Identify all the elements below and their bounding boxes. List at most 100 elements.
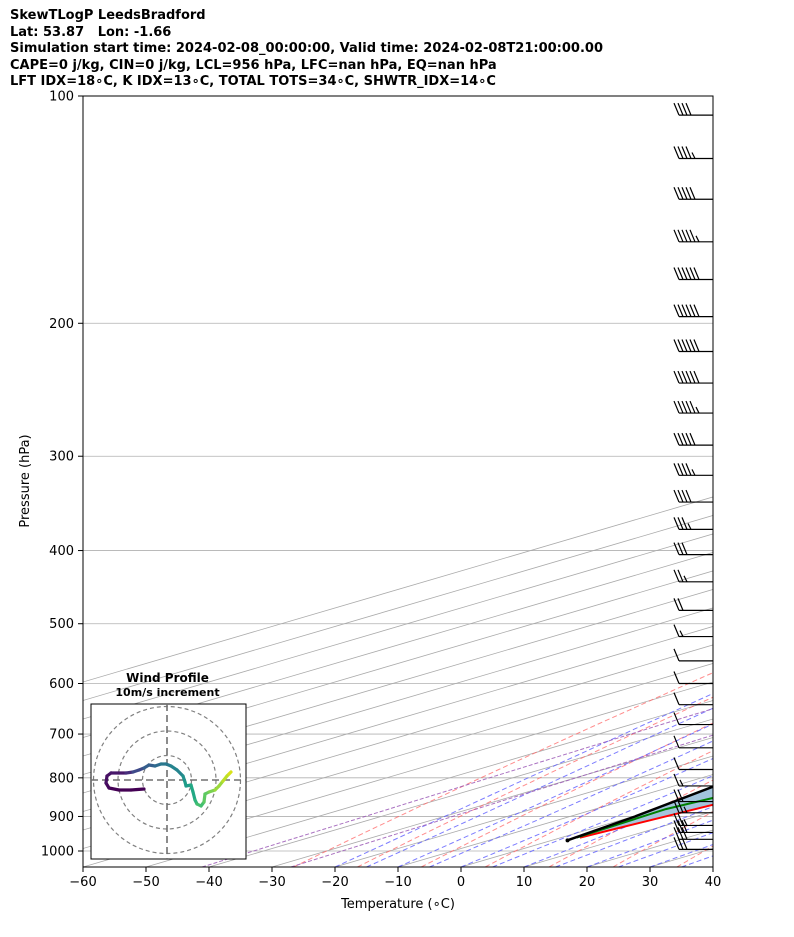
barb-flag — [681, 820, 688, 833]
barb-flag — [677, 339, 684, 352]
wind-barb — [673, 624, 713, 638]
y-tick-label: 400 — [49, 544, 74, 559]
barb-flag — [677, 304, 684, 317]
barb-flag — [677, 789, 684, 802]
barb-flag — [673, 186, 680, 200]
inset-plot — [91, 704, 246, 859]
wind-barb — [673, 304, 713, 318]
indices-line-1: CAPE=0 j/kg, CIN=0 j/kg, LCL=956 hPa, LF… — [10, 57, 497, 73]
moist-adiabat — [681, 855, 713, 867]
dry-adiabat — [484, 750, 713, 867]
wind-barb — [673, 400, 713, 414]
barb-flag — [685, 339, 692, 352]
x-tick-label: 0 — [457, 875, 465, 890]
barb-flag — [673, 837, 680, 850]
x-tick-label: −60 — [69, 875, 96, 890]
barb-flag — [677, 517, 684, 530]
wind-barb — [673, 813, 713, 827]
axes: −60 −50 −40 −30 −20 −10 0 10 20 30 40 100 200 300 400 5… — [41, 90, 721, 891]
barb-flag — [681, 339, 688, 352]
wind-barb — [673, 692, 713, 706]
barb-flag — [689, 432, 696, 446]
barb-flag — [677, 267, 684, 280]
barb-flag — [681, 400, 688, 414]
barb-flag — [677, 146, 684, 159]
dry-adiabat — [357, 696, 713, 867]
barb-flag — [673, 517, 680, 530]
y-axis-label: Pressure (hPa) — [18, 434, 33, 527]
y-tick-label: 700 — [49, 728, 74, 743]
barb-flag — [677, 813, 684, 826]
isotherm-line — [83, 626, 713, 812]
isotherm-line — [145, 700, 713, 867]
location-line: Lat: 53.87 Lon: -1.66 — [10, 24, 172, 40]
barb-flag — [693, 267, 700, 280]
wind-barb — [673, 339, 713, 353]
barb-flag — [673, 339, 680, 352]
hodograph-segment — [129, 787, 146, 792]
barb-flag — [677, 542, 684, 555]
barb-flag — [677, 370, 684, 384]
barb-flag — [673, 370, 680, 384]
isotherm-line — [712, 866, 713, 867]
barb-flag — [673, 624, 680, 637]
barb-flag — [685, 432, 692, 446]
barb-flag — [673, 102, 680, 116]
barb-flag — [677, 463, 684, 476]
barb-flag — [685, 370, 692, 384]
barb-flag — [673, 712, 680, 725]
wind-barb — [673, 489, 713, 503]
y-tick-label: 500 — [49, 617, 74, 632]
barb-flag — [673, 146, 680, 159]
barb-half-flag — [683, 819, 688, 826]
wind-barb — [673, 542, 713, 556]
wind-barb — [673, 827, 713, 840]
x-tick-label: −40 — [195, 875, 222, 890]
dry-adiabat — [293, 672, 713, 867]
mixing-ratio-line — [201, 708, 713, 867]
barb-flag — [677, 800, 684, 814]
barb-flag — [685, 463, 692, 476]
barb-flag — [681, 304, 688, 317]
barb-half-flag — [687, 523, 692, 530]
barb-flag — [685, 229, 692, 243]
isotherm-line — [83, 663, 713, 849]
chart-header: SkewTLogP LeedsBradford Lat: 53.87 Lon: … — [10, 8, 603, 91]
barb-flag — [677, 400, 684, 414]
time-line: Simulation start time: 2024-02-08_00:00:… — [10, 41, 603, 56]
x-tick-label: 10 — [516, 875, 533, 890]
x-tick-label: 20 — [579, 875, 596, 890]
barb-half-flag — [679, 630, 684, 637]
wind-barb — [673, 569, 713, 583]
barb-flag — [681, 370, 688, 384]
barb-flag — [681, 542, 688, 555]
barb-flag — [685, 400, 692, 414]
barb-half-flag — [683, 806, 688, 814]
mixing-ratio-line — [290, 734, 713, 867]
moist-adiabat — [460, 757, 713, 867]
barb-flag — [689, 304, 696, 317]
barb-flag — [685, 146, 692, 159]
wind-barb — [673, 820, 713, 834]
wind-barb — [673, 463, 713, 476]
inset-subtitle: 10m/s increment — [115, 686, 219, 699]
isotherm-line — [83, 681, 713, 867]
barb-flag — [673, 463, 680, 476]
barb-flag — [681, 229, 688, 243]
barb-flag — [693, 339, 700, 352]
barb-flag — [673, 229, 680, 243]
barb-flag — [677, 820, 684, 833]
isotherm-line — [460, 792, 713, 867]
barb-flag — [673, 304, 680, 317]
barb-flag — [673, 598, 680, 611]
barb-flag — [673, 800, 680, 814]
moist-adiabat — [334, 692, 713, 867]
barb-flag — [673, 400, 680, 414]
barb-flag — [677, 102, 684, 116]
hodograph-segment — [107, 786, 121, 792]
barb-flag — [673, 773, 680, 787]
wind-barb — [673, 735, 713, 749]
barb-flag — [673, 648, 680, 662]
isotherm-line — [83, 607, 713, 794]
